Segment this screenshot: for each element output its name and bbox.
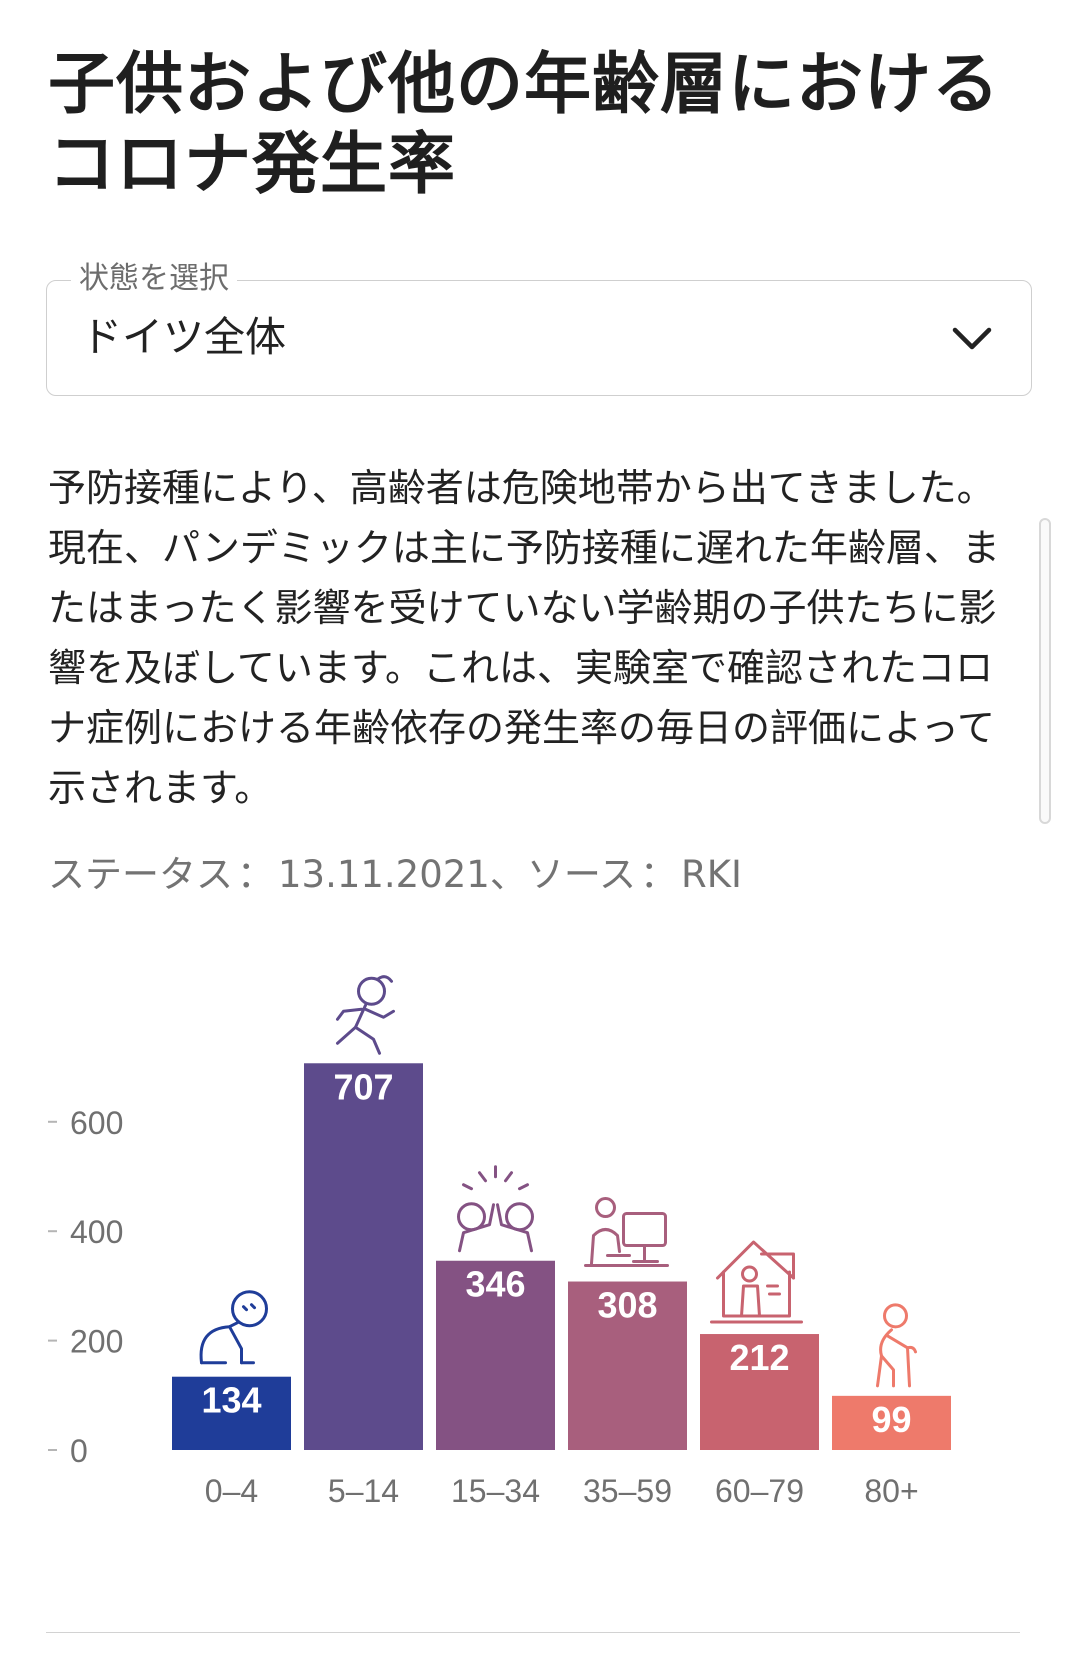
child-running-icon bbox=[336, 975, 395, 1055]
status-date: 13.11.2021 bbox=[278, 853, 490, 896]
bottom-divider bbox=[46, 1632, 1020, 1633]
baby-crawling-icon bbox=[199, 1290, 268, 1365]
x-tick-label: 5–14 bbox=[328, 1473, 399, 1509]
senior-house-icon bbox=[710, 1240, 803, 1324]
x-tick-label: 60–79 bbox=[715, 1473, 804, 1509]
young-adults-highfive-icon bbox=[457, 1165, 534, 1253]
y-tick-label: 200 bbox=[70, 1324, 123, 1360]
bar bbox=[304, 1063, 423, 1450]
bar bbox=[436, 1260, 555, 1450]
bar bbox=[832, 1395, 951, 1450]
y-tick-label: 400 bbox=[70, 1214, 123, 1250]
bar-group: 134 0–4 bbox=[172, 1290, 291, 1509]
bar-value-label: 308 bbox=[597, 1285, 657, 1326]
bar-group: 308 35–59 bbox=[568, 1197, 687, 1509]
bar-value-label: 134 bbox=[201, 1380, 261, 1421]
chevron-down-icon bbox=[952, 327, 992, 350]
source-value: RKI bbox=[681, 853, 742, 896]
bar-value-label: 212 bbox=[729, 1337, 789, 1378]
source-label: ソース bbox=[526, 853, 637, 896]
bar-group: 346 15–34 bbox=[436, 1165, 555, 1509]
state-select[interactable]: 状態を選択 ドイツ全体 bbox=[46, 259, 1032, 396]
bar-value-label: 346 bbox=[465, 1264, 525, 1305]
x-tick-label: 0–4 bbox=[205, 1473, 258, 1509]
bar-value-label: 99 bbox=[871, 1399, 911, 1440]
bar bbox=[172, 1376, 291, 1450]
x-tick-label: 35–59 bbox=[583, 1473, 672, 1509]
x-tick-label: 80+ bbox=[864, 1473, 918, 1509]
description-scrollbar[interactable] bbox=[1039, 518, 1051, 824]
page-title: 子供および他の年齢層におけるコロナ発生率 bbox=[48, 45, 1000, 203]
x-tick-label: 15–34 bbox=[451, 1473, 540, 1509]
incidence-bar-chart: 0 200 400 600 134 0–4 707 5–14 346 15–34 308 35–59 2… bbox=[48, 975, 951, 1509]
adult-desk-icon bbox=[584, 1197, 669, 1268]
bar-group: 99 80+ bbox=[832, 1303, 951, 1509]
description-text: 予防接種により、高齢者は危険地帯から出てきました。現在、パンデミックは主に予防接… bbox=[48, 466, 1000, 810]
bar-group: 212 60–79 bbox=[700, 1240, 819, 1509]
y-tick-label: 0 bbox=[70, 1433, 88, 1469]
elderly-cane-icon bbox=[876, 1303, 917, 1388]
bar bbox=[568, 1281, 687, 1450]
bar-group: 707 5–14 bbox=[304, 975, 423, 1509]
y-tick-label: 600 bbox=[70, 1105, 123, 1141]
state-select-label: 状態を選択 bbox=[71, 259, 237, 299]
state-select-value: ドイツ全体 bbox=[81, 313, 286, 361]
status-label: ステータス bbox=[48, 853, 233, 896]
status-line: ステータス： 13.11.2021、ソース： RKI bbox=[48, 853, 742, 896]
bar bbox=[700, 1334, 819, 1450]
bar-value-label: 707 bbox=[333, 1066, 393, 1107]
